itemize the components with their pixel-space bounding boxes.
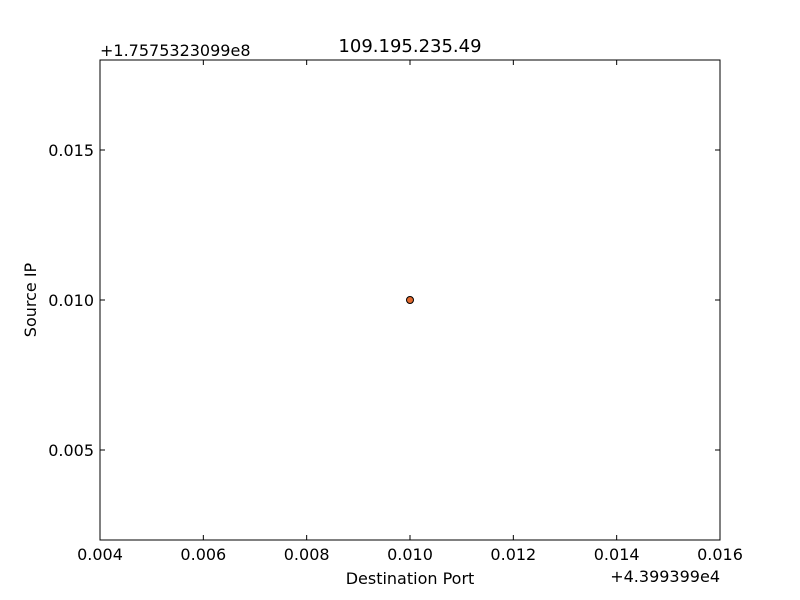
y-offset-label: +1.7575323099e8 [100, 41, 251, 60]
x-axis: 0.004 0.006 0.008 0.010 0.012 0.014 0.016 [77, 60, 743, 564]
y-tick-label: 0.005 [48, 441, 94, 460]
data-points [406, 296, 414, 304]
x-tick-label: 0.014 [594, 545, 640, 564]
x-tick-label: 0.004 [77, 545, 123, 564]
data-point [406, 296, 414, 304]
x-axis-label: Destination Port [346, 569, 475, 588]
x-tick-label: 0.012 [490, 545, 536, 564]
y-tick-label: 0.010 [48, 291, 94, 310]
y-axis-label: Source IP [21, 262, 40, 337]
y-tick-label: 0.015 [48, 141, 94, 160]
x-tick-label: 0.016 [697, 545, 743, 564]
x-offset-label: +4.399399e4 [610, 567, 720, 586]
x-tick-label: 0.008 [284, 545, 330, 564]
x-tick-label: 0.006 [180, 545, 226, 564]
x-tick-label: 0.010 [387, 545, 433, 564]
y-axis: 0.005 0.010 0.015 [48, 141, 720, 460]
chart-title: 109.195.235.49 [338, 36, 481, 57]
